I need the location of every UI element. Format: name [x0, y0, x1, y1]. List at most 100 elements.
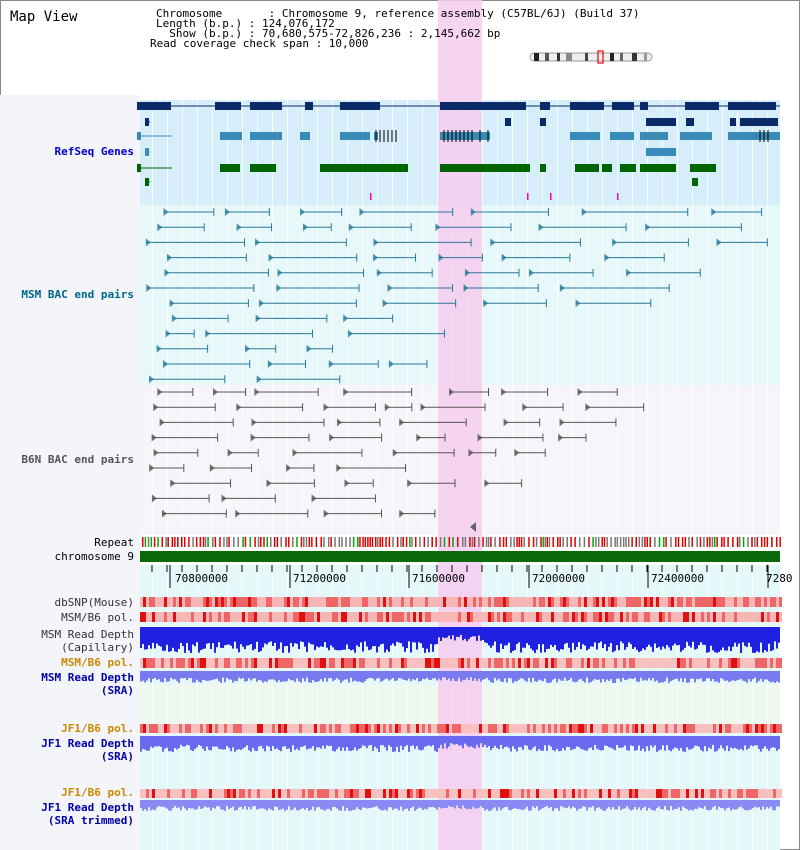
polymorphism-bin	[146, 724, 149, 733]
polymorphism-bin	[650, 597, 653, 607]
read-depth-bin	[708, 671, 710, 679]
gene-exon	[740, 118, 770, 126]
read-depth-bin	[390, 627, 392, 646]
polymorphism-bin	[404, 597, 407, 607]
read-depth-bin	[744, 736, 746, 746]
polymorphism-bin	[533, 597, 536, 607]
polymorphism-bin	[185, 658, 188, 668]
read-depth-bin	[626, 627, 628, 647]
polymorphism-bin	[455, 658, 458, 668]
read-depth-bin	[264, 736, 266, 752]
polymorphism-bin	[302, 612, 305, 622]
polymorphism-bin	[425, 612, 428, 622]
polymorphism-bin	[224, 789, 227, 798]
read-depth-bin	[330, 736, 332, 746]
read-depth-bin	[232, 736, 234, 748]
ideogram-band	[534, 53, 539, 61]
b6n-bac-label[interactable]: B6N BAC end pairs	[21, 453, 134, 466]
polymorphism-bin	[242, 597, 245, 607]
polymorphism-bin	[563, 612, 566, 622]
read-depth-bin	[668, 627, 670, 648]
bac-end	[399, 509, 405, 518]
polymorphism-bin	[779, 612, 782, 622]
repeat-mark	[603, 537, 606, 547]
read-depth-bin	[240, 671, 242, 679]
read-depth-bin	[606, 627, 608, 651]
read-depth-bin	[364, 800, 366, 808]
polymorphism-bin	[350, 612, 353, 622]
polymorphism-bin	[527, 789, 530, 798]
polymorphism-bin	[218, 597, 221, 607]
read-depth-bin	[652, 800, 654, 811]
read-depth-bin	[502, 800, 504, 809]
polymorphism-bin	[371, 612, 374, 622]
read-depth-bin	[224, 736, 226, 750]
polymorphism-bin	[278, 724, 281, 733]
read-depth-bin	[748, 671, 750, 680]
read-depth-bin	[174, 627, 176, 652]
polymorphism-bin	[230, 789, 233, 798]
read-depth-bin	[772, 627, 774, 651]
read-depth-bin	[598, 671, 600, 680]
read-depth-bin	[694, 627, 696, 650]
read-depth-bin	[262, 627, 264, 648]
polymorphism-bin	[686, 789, 689, 798]
polymorphism-bin	[773, 658, 776, 668]
polymorphism-bin	[638, 658, 641, 668]
read-depth-bin	[614, 627, 616, 651]
read-depth-bin	[216, 627, 218, 648]
read-depth-bin	[268, 627, 270, 643]
read-depth-bin	[196, 736, 198, 748]
polymorphism-bin	[236, 789, 239, 798]
read-depth-bin	[392, 627, 394, 644]
refseq-genes-label[interactable]: RefSeq Genes	[54, 145, 134, 158]
read-depth-bin	[350, 671, 352, 678]
read-depth-bin	[560, 627, 562, 650]
repeat-mark	[699, 537, 702, 547]
polymorphism-bin	[320, 789, 323, 798]
polymorphism-bin	[695, 597, 698, 607]
read-depth-bin	[598, 800, 600, 808]
polymorphism-bin	[668, 789, 671, 798]
ideogram-band	[585, 53, 588, 61]
read-depth-bin	[280, 736, 282, 752]
read-depth-bin	[172, 736, 174, 752]
read-depth-bin	[492, 800, 494, 809]
polymorphism-bin	[749, 612, 752, 622]
repeat-mark	[273, 537, 276, 547]
repeat-mark	[367, 537, 369, 547]
msm-bac-label[interactable]: MSM BAC end pairs	[21, 288, 134, 301]
gene-exon	[612, 102, 634, 110]
polymorphism-bin	[461, 597, 464, 607]
polymorphism-bin	[440, 658, 443, 668]
repeat-mark	[487, 537, 490, 547]
read-depth-bin	[522, 671, 524, 679]
repeat-mark	[635, 537, 638, 547]
read-depth-bin	[332, 671, 334, 682]
polymorphism-bin	[593, 612, 596, 622]
polymorphism-bin	[563, 724, 566, 733]
read-depth-bin	[604, 800, 606, 811]
read-depth-bin	[372, 627, 374, 647]
polymorphism-bin	[458, 597, 461, 607]
polymorphism-bin	[734, 597, 737, 607]
polymorphism-bin	[707, 612, 710, 622]
polymorphism-bin	[140, 658, 143, 668]
polymorphism-bin	[458, 612, 461, 622]
read-depth-bin	[280, 671, 282, 683]
polymorphism-bin	[533, 612, 536, 622]
polymorphism-bin	[251, 658, 254, 668]
read-depth-bin	[294, 736, 296, 751]
polymorphism-bin	[674, 612, 677, 622]
read-depth-bin	[192, 800, 194, 809]
read-depth-bin	[762, 736, 764, 749]
polymorphism-bin	[677, 724, 680, 733]
polymorphism-bin	[443, 658, 446, 668]
repeat-mark	[478, 537, 480, 547]
polymorphism-bin	[161, 612, 164, 622]
read-depth-bin	[778, 627, 780, 643]
read-depth-bin	[340, 736, 342, 751]
read-depth-bin	[608, 671, 610, 681]
read-depth-bin	[698, 671, 700, 680]
